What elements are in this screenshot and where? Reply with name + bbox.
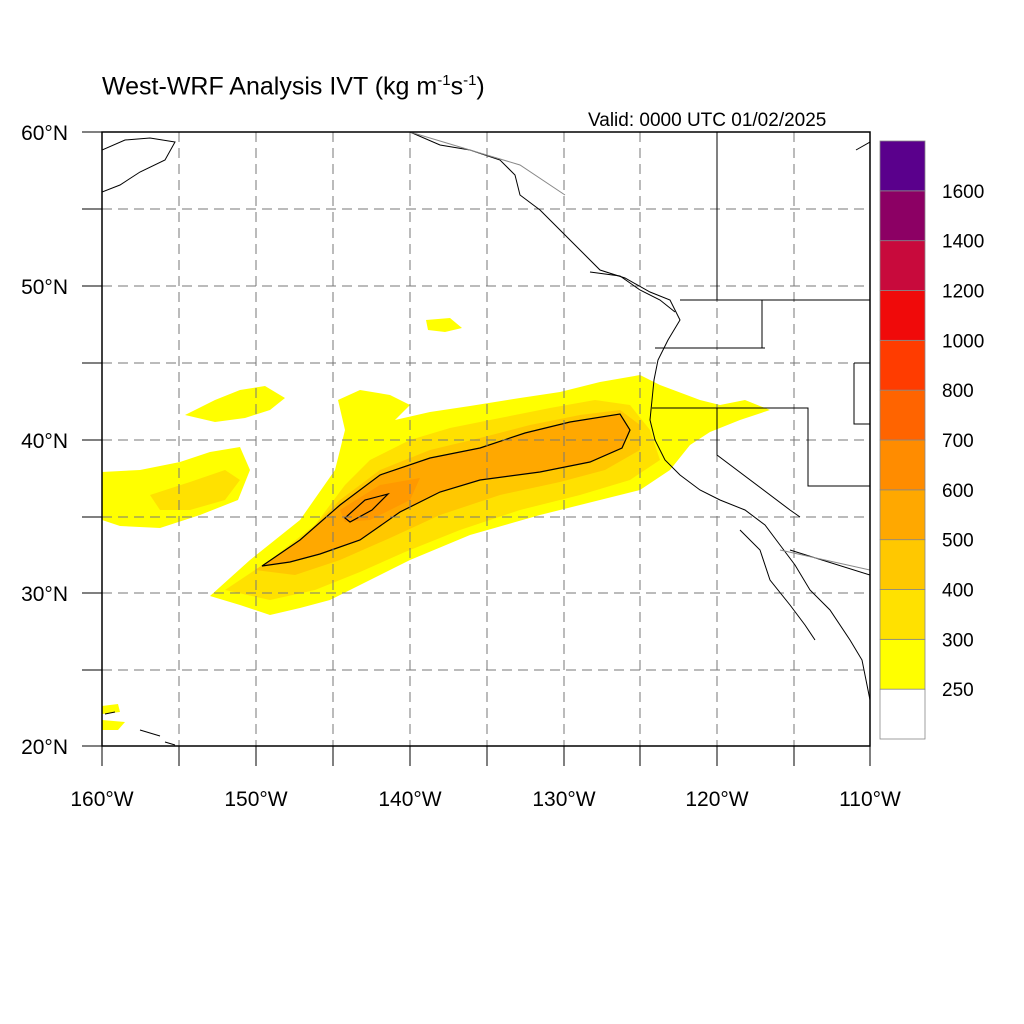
ivt-fill-patch-small <box>426 318 462 332</box>
ivt-fill-patch-west-inner <box>150 470 240 510</box>
colorbar-swatch <box>879 439 926 491</box>
colorbar-swatch <box>879 638 926 690</box>
colorbar-swatch <box>879 539 926 590</box>
colorbar <box>879 140 926 740</box>
lon-tick-label: 110°W <box>839 788 901 811</box>
colorbar-swatch <box>879 190 926 242</box>
lat-tick-label: 60°N <box>21 122 68 145</box>
colorbar-swatch <box>879 240 926 291</box>
colorbar-label: 1600 <box>942 182 984 203</box>
colorbar-label: 500 <box>942 531 974 552</box>
lon-tick-label: 140°W <box>378 788 441 811</box>
lat-tick-label: 30°N <box>21 583 68 606</box>
colorbar-swatch <box>879 140 926 192</box>
colorbar-label: 400 <box>942 581 974 602</box>
map-border <box>101 131 871 747</box>
lat-tick-label: 40°N <box>21 430 68 453</box>
valid-time-label: Valid: 0000 UTC 01/02/2025 <box>588 110 827 131</box>
colorbar-label: 1200 <box>942 282 984 303</box>
ivt-fill-patch-north <box>185 386 285 422</box>
lon-tick-label: 120°W <box>685 788 748 811</box>
colorbar-swatch <box>879 688 926 740</box>
lat-tick-label: 20°N <box>21 736 68 759</box>
lat-axis-labels: 20°N 30°N 40°N 50°N 60°N <box>21 122 68 759</box>
colorbar-label: 1400 <box>942 232 984 253</box>
ivt-fill-600 <box>340 478 420 522</box>
colorbar-label: 250 <box>942 680 974 701</box>
colorbar-swatch <box>879 339 926 391</box>
colorbar-swatch <box>879 290 926 341</box>
colorbar-label: 1000 <box>942 331 984 352</box>
tick-marks <box>82 131 871 766</box>
colorbar-label: 800 <box>942 381 974 402</box>
ivt-contour-500 <box>261 413 631 567</box>
colorbar-swatch <box>879 589 926 640</box>
colorbar-label: 700 <box>942 431 974 452</box>
lon-tick-label: 160°W <box>70 788 133 811</box>
borders <box>652 132 870 576</box>
ivt-fill-patch-hawaii <box>102 704 125 730</box>
colorbar-labels: 250 300 400 500 600 700 800 1000 1200 1400 1600 <box>942 182 984 701</box>
borders-gray <box>409 132 870 571</box>
lon-tick-label: 130°W <box>532 788 595 811</box>
colorbar-label: 300 <box>942 630 974 651</box>
colorbar-swatch <box>879 489 926 541</box>
coastlines <box>102 132 870 746</box>
colorbar-label: 600 <box>942 481 974 502</box>
lon-tick-label: 150°W <box>224 788 287 811</box>
colorbar-swatch <box>879 389 926 441</box>
chart-title: West-WRF Analysis IVT (kg m-1s-1) <box>102 72 485 101</box>
lat-tick-label: 50°N <box>21 276 68 299</box>
lon-axis-labels: 160°W 150°W 140°W 130°W 120°W 110°W <box>70 788 901 811</box>
